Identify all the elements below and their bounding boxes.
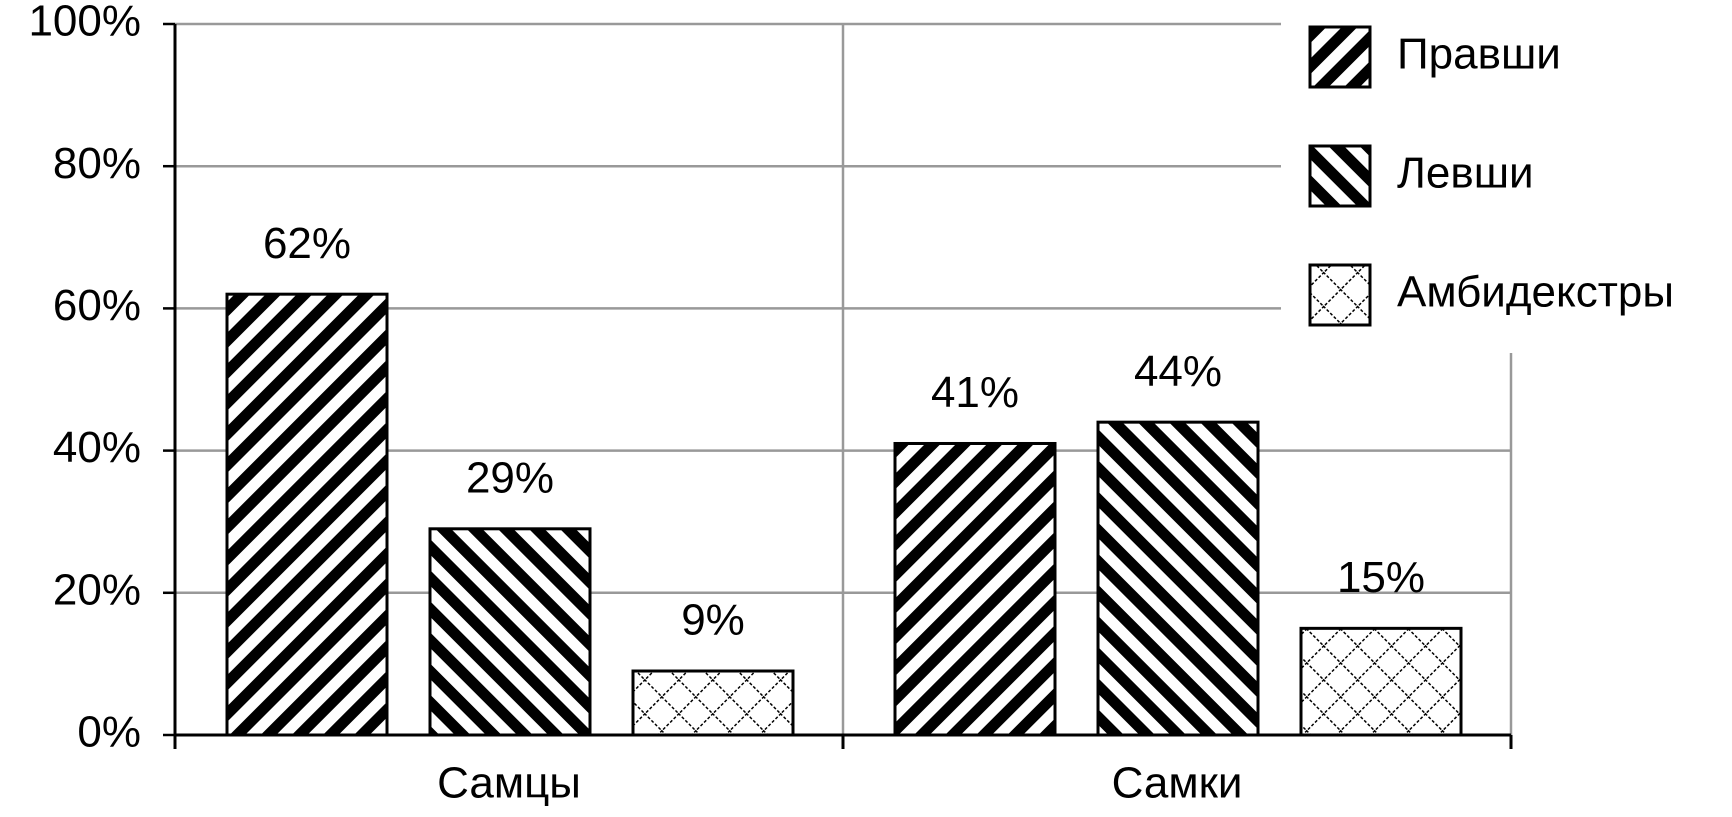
y-tick-label: 20% [53,565,141,614]
bar [1299,626,1463,737]
legend-label: Амбидекстры [1397,268,1674,317]
y-tick-label: 100% [28,0,141,46]
value-label: 29% [466,453,554,502]
value-label: 44% [1134,347,1222,396]
value-label: 62% [263,219,351,268]
value-label: 41% [931,368,1019,417]
legend-swatch [1308,25,1372,89]
value-label: 9% [681,596,745,645]
x-tick-label: Самки [1112,759,1243,808]
y-tick-label: 60% [53,281,141,330]
bar [225,292,389,737]
bar [428,527,592,737]
y-tick-label: 80% [53,139,141,188]
bar [1096,420,1260,737]
legend-label: Правши [1397,30,1561,79]
legend-label: Левши [1397,149,1534,198]
legend-swatch [1308,263,1372,327]
legend-swatch [1308,144,1372,208]
y-tick-label: 40% [53,423,141,472]
bar [631,669,795,737]
x-tick-label: Самцы [437,759,581,808]
bar [893,441,1057,737]
y-tick-label: 0% [77,708,141,757]
value-label: 15% [1337,553,1425,602]
